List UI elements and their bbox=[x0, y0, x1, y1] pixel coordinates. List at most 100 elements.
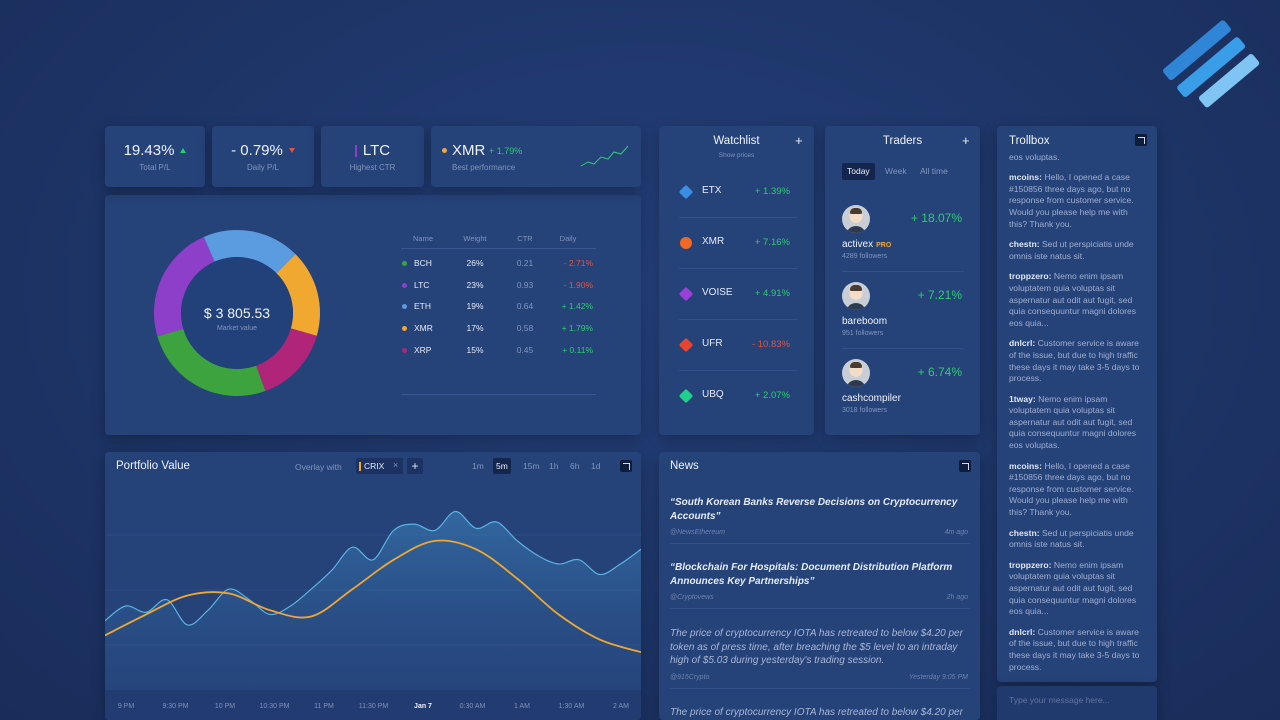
overlay-add[interactable]: + bbox=[407, 458, 423, 474]
row-divider bbox=[842, 348, 964, 349]
sparkline bbox=[580, 145, 629, 167]
messages-viewport: quia consequuntur magni dolores eos volu… bbox=[997, 150, 1157, 682]
trader-change: + 18.07% bbox=[910, 211, 962, 225]
add-button[interactable]: + bbox=[795, 133, 803, 148]
stat-card: XMR + 1.79% Best performance bbox=[431, 126, 641, 187]
stat-value: XMR bbox=[452, 142, 486, 159]
news-text[interactable]: “South Korean Banks Reverse Decisions on… bbox=[670, 497, 958, 522]
arrow-up bbox=[180, 148, 187, 153]
asset-weight: 26% bbox=[466, 258, 484, 268]
chart-title: Portfolio Value bbox=[116, 460, 190, 472]
row-divider bbox=[679, 268, 797, 269]
row-divider bbox=[679, 370, 797, 371]
overlay-chip[interactable]: CRIX × bbox=[356, 458, 403, 474]
coin-change: + 1.39% bbox=[754, 186, 790, 197]
trollbox-title: Trollbox bbox=[1009, 135, 1050, 147]
add-button[interactable]: + bbox=[962, 133, 970, 148]
traders-title: Traders bbox=[882, 135, 923, 147]
trollbox-panel: Trollbox quia consequuntur magni dolores … bbox=[997, 126, 1157, 682]
range-button[interactable]: 5m bbox=[493, 458, 511, 474]
message-user: chestn: bbox=[1009, 527, 1040, 538]
trader-name-row: activex PRO bbox=[842, 239, 891, 250]
coin-change: - 10.83% bbox=[751, 339, 790, 350]
chart-panel: Portfolio Value Overlay with CRIX × +1m 5m 15m… bbox=[105, 452, 641, 720]
stat-card: - 0.79% Daily P/L bbox=[212, 126, 314, 187]
stat-label: Daily P/L bbox=[246, 163, 279, 172]
range-button[interactable]: 15m bbox=[523, 461, 540, 471]
donut-segment bbox=[154, 236, 215, 337]
range-button[interactable]: 1h bbox=[549, 461, 559, 471]
tab[interactable]: Week bbox=[885, 166, 907, 176]
stat-card: 19.43% Total P/L bbox=[105, 126, 205, 187]
news-text[interactable]: The price of cryptocurrency IOTA has ret… bbox=[670, 707, 963, 718]
coin-symbol: ETX bbox=[702, 185, 722, 196]
message-text: Sed ut perspiciatis unde omnis iste natu… bbox=[1009, 239, 1134, 261]
message: quia consequuntur magni dolores eos volu… bbox=[1009, 150, 1143, 163]
asset-ctr: 0.64 bbox=[516, 301, 534, 312]
coin-icon bbox=[678, 184, 694, 200]
donut-segment bbox=[157, 328, 266, 396]
watchlist-subtitle[interactable]: Show prices bbox=[718, 152, 755, 159]
range-button[interactable]: 1d bbox=[591, 461, 601, 471]
overlay-close[interactable]: × bbox=[393, 460, 399, 470]
donut-segment bbox=[276, 254, 320, 336]
message: dnlcrl: Customer service is aware of the… bbox=[1009, 338, 1143, 384]
range-button[interactable]: 6h bbox=[570, 461, 580, 471]
arrow-down bbox=[288, 148, 295, 153]
row-divider bbox=[679, 319, 797, 320]
message-input[interactable]: Type your message here... bbox=[997, 686, 1157, 720]
expand-button[interactable] bbox=[1135, 134, 1147, 146]
traders-panel: Traders + Today Week All time + 18.07% activex… bbox=[825, 126, 980, 435]
trader-name: bareboom bbox=[842, 316, 888, 327]
avatar-hair bbox=[850, 362, 862, 368]
line bbox=[105, 510, 641, 626]
message-text: Nemo enim ipsam voluptatem quia voluptas… bbox=[1009, 393, 1137, 451]
table-header: Weight bbox=[463, 234, 487, 243]
asset-daily: + 0.11% bbox=[562, 344, 593, 355]
area bbox=[105, 511, 641, 690]
stat-value: LTC bbox=[362, 142, 391, 159]
overlay-name: CRIX bbox=[364, 461, 385, 471]
input-placeholder: Type your message here... bbox=[1009, 695, 1110, 705]
asset-ctr: 0.58 bbox=[516, 323, 534, 334]
expand-button[interactable] bbox=[959, 460, 971, 472]
coin-change: + 4.91% bbox=[754, 288, 790, 299]
table-header: Daily bbox=[559, 234, 577, 243]
tab[interactable]: All time bbox=[920, 166, 948, 176]
message-text: Customer service is aware of the issue, … bbox=[1009, 338, 1140, 384]
message: 1tway: Nemo enim ipsam voluptatem quia v… bbox=[1009, 394, 1143, 452]
asset-daily: + 1.42% bbox=[561, 301, 593, 312]
stat-label: Highest CTR bbox=[349, 163, 396, 172]
stat-card: LTC Highest CTR bbox=[321, 126, 424, 187]
coin-icon bbox=[678, 388, 694, 404]
line bbox=[105, 539, 641, 654]
axis-band bbox=[105, 690, 641, 720]
news-text[interactable]: “Blockchain For Hospitals: Document Dist… bbox=[670, 562, 953, 587]
coin-symbol: UBQ bbox=[702, 389, 724, 400]
coin-change: + 7.16% bbox=[754, 237, 790, 248]
news-source: @Cryptovews bbox=[670, 594, 714, 601]
message: mcoins: Hello, I opened a case #150856 t… bbox=[1009, 461, 1143, 519]
asset-weight: 23% bbox=[466, 279, 484, 290]
stat-value: 19.43% bbox=[123, 142, 175, 159]
trader-name: activex bbox=[842, 239, 874, 250]
row-divider bbox=[842, 271, 964, 272]
news-text[interactable]: The price of cryptocurrency IOTA has ret… bbox=[670, 628, 963, 666]
range-button[interactable]: 1m bbox=[472, 461, 484, 471]
stat-change: + 1.79% bbox=[489, 146, 523, 156]
trader-change: + 6.74% bbox=[917, 365, 962, 379]
message-user: mcoins: bbox=[1009, 460, 1042, 471]
stat-row: LTC bbox=[321, 142, 424, 159]
legend-dot bbox=[402, 347, 407, 353]
legend-dot bbox=[402, 304, 407, 310]
trader-change: + 7.21% bbox=[917, 288, 962, 302]
tab[interactable]: Today bbox=[842, 163, 875, 180]
asset-name: XRP bbox=[414, 344, 432, 355]
trader-name-row: bareboom bbox=[842, 316, 887, 327]
x-tick-label: 1:30 AM bbox=[559, 703, 585, 710]
expand-button[interactable] bbox=[620, 460, 632, 472]
asset-ctr: 0.45 bbox=[516, 344, 534, 355]
message-user: troppzero: bbox=[1009, 559, 1052, 570]
asset-weight: 19% bbox=[466, 301, 484, 312]
